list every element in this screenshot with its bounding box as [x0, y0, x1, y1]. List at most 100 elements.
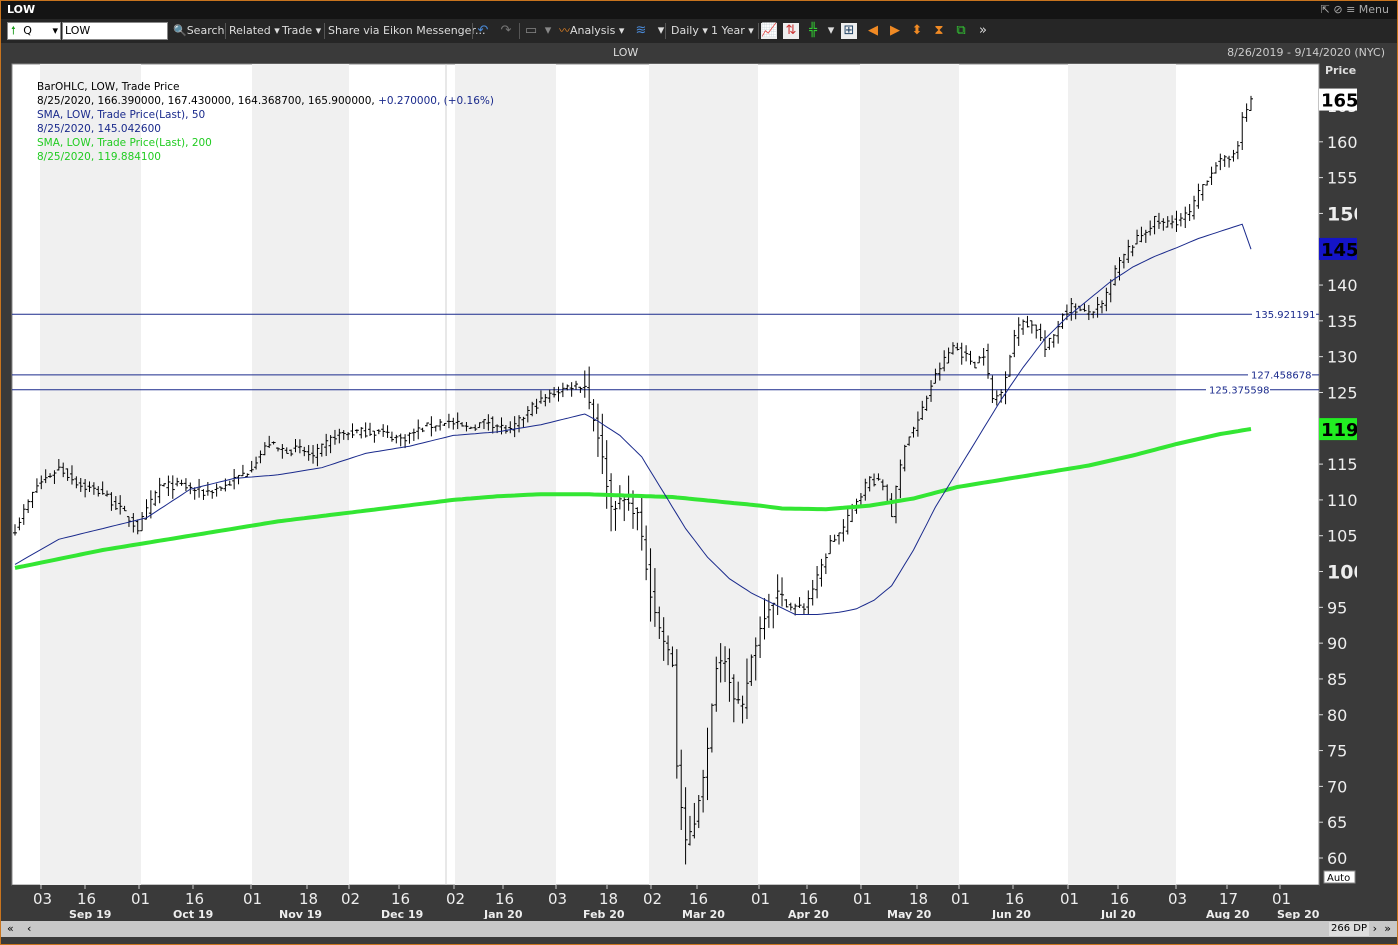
crosshair-icon[interactable]: ╬: [809, 23, 817, 38]
ohlc-bar: [1139, 226, 1144, 243]
ohlc-bar: [582, 370, 587, 398]
hline-label-bg: [1206, 383, 1270, 395]
ohlc-bar: [319, 443, 324, 457]
ohlc-bar: [1034, 324, 1039, 339]
ohlc-bar: [933, 368, 938, 384]
ohlc-bar: [372, 430, 377, 443]
analysis-menu[interactable]: 〰Analysis ▾: [559, 24, 625, 37]
ohlc-bar: [674, 649, 679, 779]
ohlc-bar: [880, 479, 885, 491]
ohlc-bar: [893, 485, 898, 524]
pin-icon[interactable]: ⇱: [1320, 3, 1330, 16]
ohlc-bar: [341, 430, 346, 440]
ohlc-bar: [530, 401, 535, 417]
quote-selector[interactable]: 🠕 Q ▾: [7, 22, 61, 40]
ohlc-bar: [271, 441, 276, 445]
ohlc-bar: [1091, 311, 1096, 319]
scroll-start-icon[interactable]: «: [7, 922, 14, 935]
search-button[interactable]: 🔍Search: [173, 24, 225, 38]
undo-icon[interactable]: ↶: [477, 23, 489, 38]
redo-icon[interactable]: ↷: [500, 23, 512, 38]
auto-scale-button[interactable]: [1323, 870, 1356, 884]
trade-menu[interactable]: Trade ▾: [282, 24, 322, 37]
ohlc-bar: [240, 464, 245, 477]
ohlc-bar: [297, 439, 302, 454]
ohlc-bar: [942, 350, 947, 372]
ohlc-bar: [162, 483, 167, 487]
expand-vertical-icon[interactable]: ⬍: [911, 23, 923, 38]
ohlc-bar: [898, 459, 903, 499]
interval-select[interactable]: Daily ▾: [671, 24, 708, 37]
ohlc-bar: [381, 424, 386, 437]
ohlc-bar: [749, 654, 754, 686]
more-icon[interactable]: »: [979, 23, 987, 38]
ohlc-bar: [547, 389, 552, 403]
restore-icon[interactable]: ⊘: [1333, 3, 1343, 16]
range-select[interactable]: 1 Year ▾: [711, 24, 754, 37]
line-chart-icon[interactable]: 📈: [761, 23, 778, 39]
ohlc-bar: [153, 490, 158, 507]
ohlc-bar: [819, 558, 824, 587]
scroll-back-icon[interactable]: ‹: [27, 922, 32, 935]
up-arrow-icon: 🠕: [11, 24, 16, 37]
ohlc-bar: [363, 422, 368, 438]
hamburger-icon[interactable]: ≡: [1346, 3, 1356, 16]
ohlc-bar: [407, 432, 412, 444]
export-icon[interactable]: ⧉: [956, 23, 966, 38]
ohlc-bar: [1213, 162, 1218, 174]
scroll-end-icon[interactable]: »: [1384, 922, 1391, 935]
ohlc-bar: [96, 486, 101, 497]
waves-dropdown-icon[interactable]: ▾: [657, 23, 665, 38]
legend-sma50-title: SMA, LOW, Trade Price(Last), 50: [37, 109, 205, 121]
ohlc-bar: [972, 361, 977, 369]
zoom-box-icon[interactable]: ⊞: [841, 23, 857, 39]
related-menu[interactable]: Related ▾: [229, 24, 280, 37]
ohlc-bar: [552, 386, 557, 398]
x-day-label: 18: [299, 890, 318, 908]
ohlc-bar: [679, 749, 684, 830]
scroll-bar[interactable]: « ‹ 266 DP › »: [1, 921, 1397, 937]
scroll-forward-icon[interactable]: ›: [1372, 922, 1377, 935]
folder-dropdown-icon[interactable]: ▾: [544, 23, 552, 38]
ohlc-bar: [1021, 319, 1026, 335]
crosshair-dropdown-icon[interactable]: ▾: [827, 23, 835, 38]
ohlc-bar: [622, 494, 627, 522]
ohlc-bar: [26, 499, 31, 514]
ric-input[interactable]: LOW: [62, 22, 168, 40]
folder-icon[interactable]: ▭: [524, 23, 538, 38]
ohlc-bar: [403, 434, 408, 449]
scroll-right-icon[interactable]: ▶: [890, 23, 900, 38]
ohlc-bar: [832, 534, 837, 542]
chart-svg[interactable]: 135.921191 127.458678 125.375598 60 65 70 75 8…: [11, 63, 1398, 921]
ohlc-bar: [714, 656, 719, 712]
waves-icon[interactable]: ≋: [635, 23, 647, 38]
menu-button[interactable]: ⇱ ⊘ ≡ Menu: [1321, 1, 1389, 19]
ohlc-bar: [131, 513, 136, 533]
x-day-label: 16: [77, 890, 96, 908]
chart-area[interactable]: 135.921191 127.458678 125.375598 60 65 70 75 8…: [11, 63, 1398, 921]
ohlc-bar: [61, 462, 66, 478]
compare-chart-icon[interactable]: ⇅: [783, 23, 799, 39]
x-day-label: 16: [495, 890, 514, 908]
ohlc-bar: [214, 483, 219, 497]
ohlc-bar: [289, 449, 294, 457]
share-button[interactable]: Share via Eikon Messenger...: [328, 24, 485, 38]
auto-scale-label[interactable]: Auto: [1327, 873, 1350, 884]
ohlc-bar: [87, 481, 92, 492]
hline-label-bg: [1248, 368, 1312, 380]
ohlc-bar: [245, 473, 250, 478]
ohlc-bar: [144, 499, 149, 520]
ohlc-bar: [1209, 166, 1214, 186]
x-day-label: 18: [599, 890, 618, 908]
menu-label[interactable]: Menu: [1358, 3, 1389, 16]
chevron-down-icon[interactable]: ▾: [52, 24, 58, 37]
compress-vertical-icon[interactable]: ⧗: [934, 23, 944, 38]
ohlc-bar: [569, 382, 574, 397]
ohlc-bar: [924, 395, 929, 411]
ohlc-bar: [758, 616, 763, 659]
scroll-left-icon[interactable]: ◀: [868, 23, 878, 38]
ohlc-bar: [517, 415, 522, 433]
ohlc-bar: [727, 648, 732, 702]
ohlc-bar: [284, 447, 289, 454]
ohlc-bar: [736, 681, 741, 704]
